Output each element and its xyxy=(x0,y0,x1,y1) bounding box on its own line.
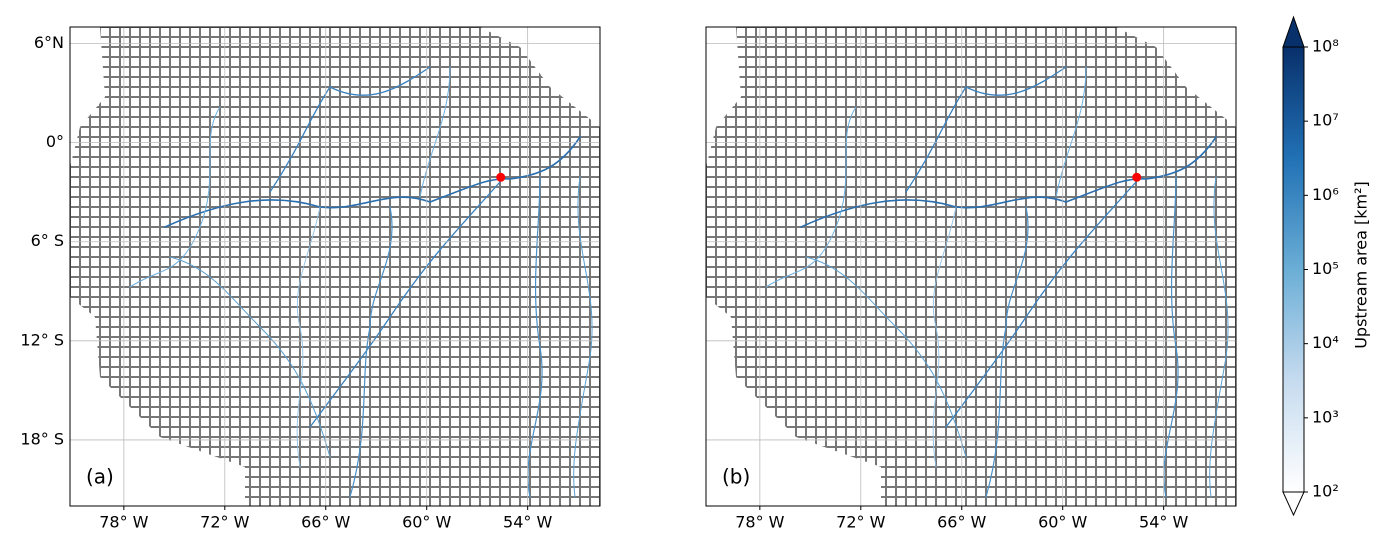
x-tick-label: 66° W xyxy=(301,513,350,532)
x-tick-label: 54° W xyxy=(1139,513,1188,532)
colorbar-tick-label: 10⁶ xyxy=(1312,185,1339,204)
x-tick-label: 60° W xyxy=(402,513,451,532)
colorbar-tick-label: 10⁷ xyxy=(1312,111,1339,130)
y-tick-label: 0° xyxy=(46,132,64,151)
x-tick-label: 66° W xyxy=(937,513,986,532)
x-tick-label: 78° W xyxy=(735,513,784,532)
colorbar xyxy=(1282,46,1305,493)
colorbar-tick-label: 10⁸ xyxy=(1312,37,1339,56)
map-frame xyxy=(705,26,1237,507)
colorbar-label: Upstream area [km²] xyxy=(1352,181,1371,349)
y-tick-label: 6°N xyxy=(34,33,64,52)
colorbar-tick-label: 10⁴ xyxy=(1312,333,1339,352)
colorbar-tick-label: 10⁵ xyxy=(1312,259,1339,278)
panel-label: (a) xyxy=(86,465,114,489)
map-panel: 78° W 72° W 66° W 60° W 54° W (b) xyxy=(705,26,1237,532)
y-tick-label: 6° S xyxy=(31,231,64,250)
x-tick-label: 72° W xyxy=(836,513,885,532)
colorbar-max xyxy=(1282,15,1305,48)
x-tick-label: 72° W xyxy=(200,513,249,532)
colorbar-min xyxy=(1282,491,1305,517)
colorbar-tick-label: 10² xyxy=(1312,482,1339,501)
map-frame xyxy=(69,26,601,507)
y-tick-label: 18° S xyxy=(20,429,64,448)
map-panel: 78° W 72° W 66° W 60° W 54° W 6°N 0° 6° S 12° S 1… xyxy=(20,26,601,532)
x-tick-label: 54° W xyxy=(503,513,552,532)
outlet-point xyxy=(496,172,506,182)
x-tick-label: 78° W xyxy=(99,513,148,532)
x-tick-label: 60° W xyxy=(1038,513,1087,532)
panel-label: (b) xyxy=(722,465,750,489)
y-tick-label: 12° S xyxy=(20,330,64,349)
outlet-point xyxy=(1132,172,1142,182)
colorbar-tick-label: 10³ xyxy=(1312,407,1339,426)
